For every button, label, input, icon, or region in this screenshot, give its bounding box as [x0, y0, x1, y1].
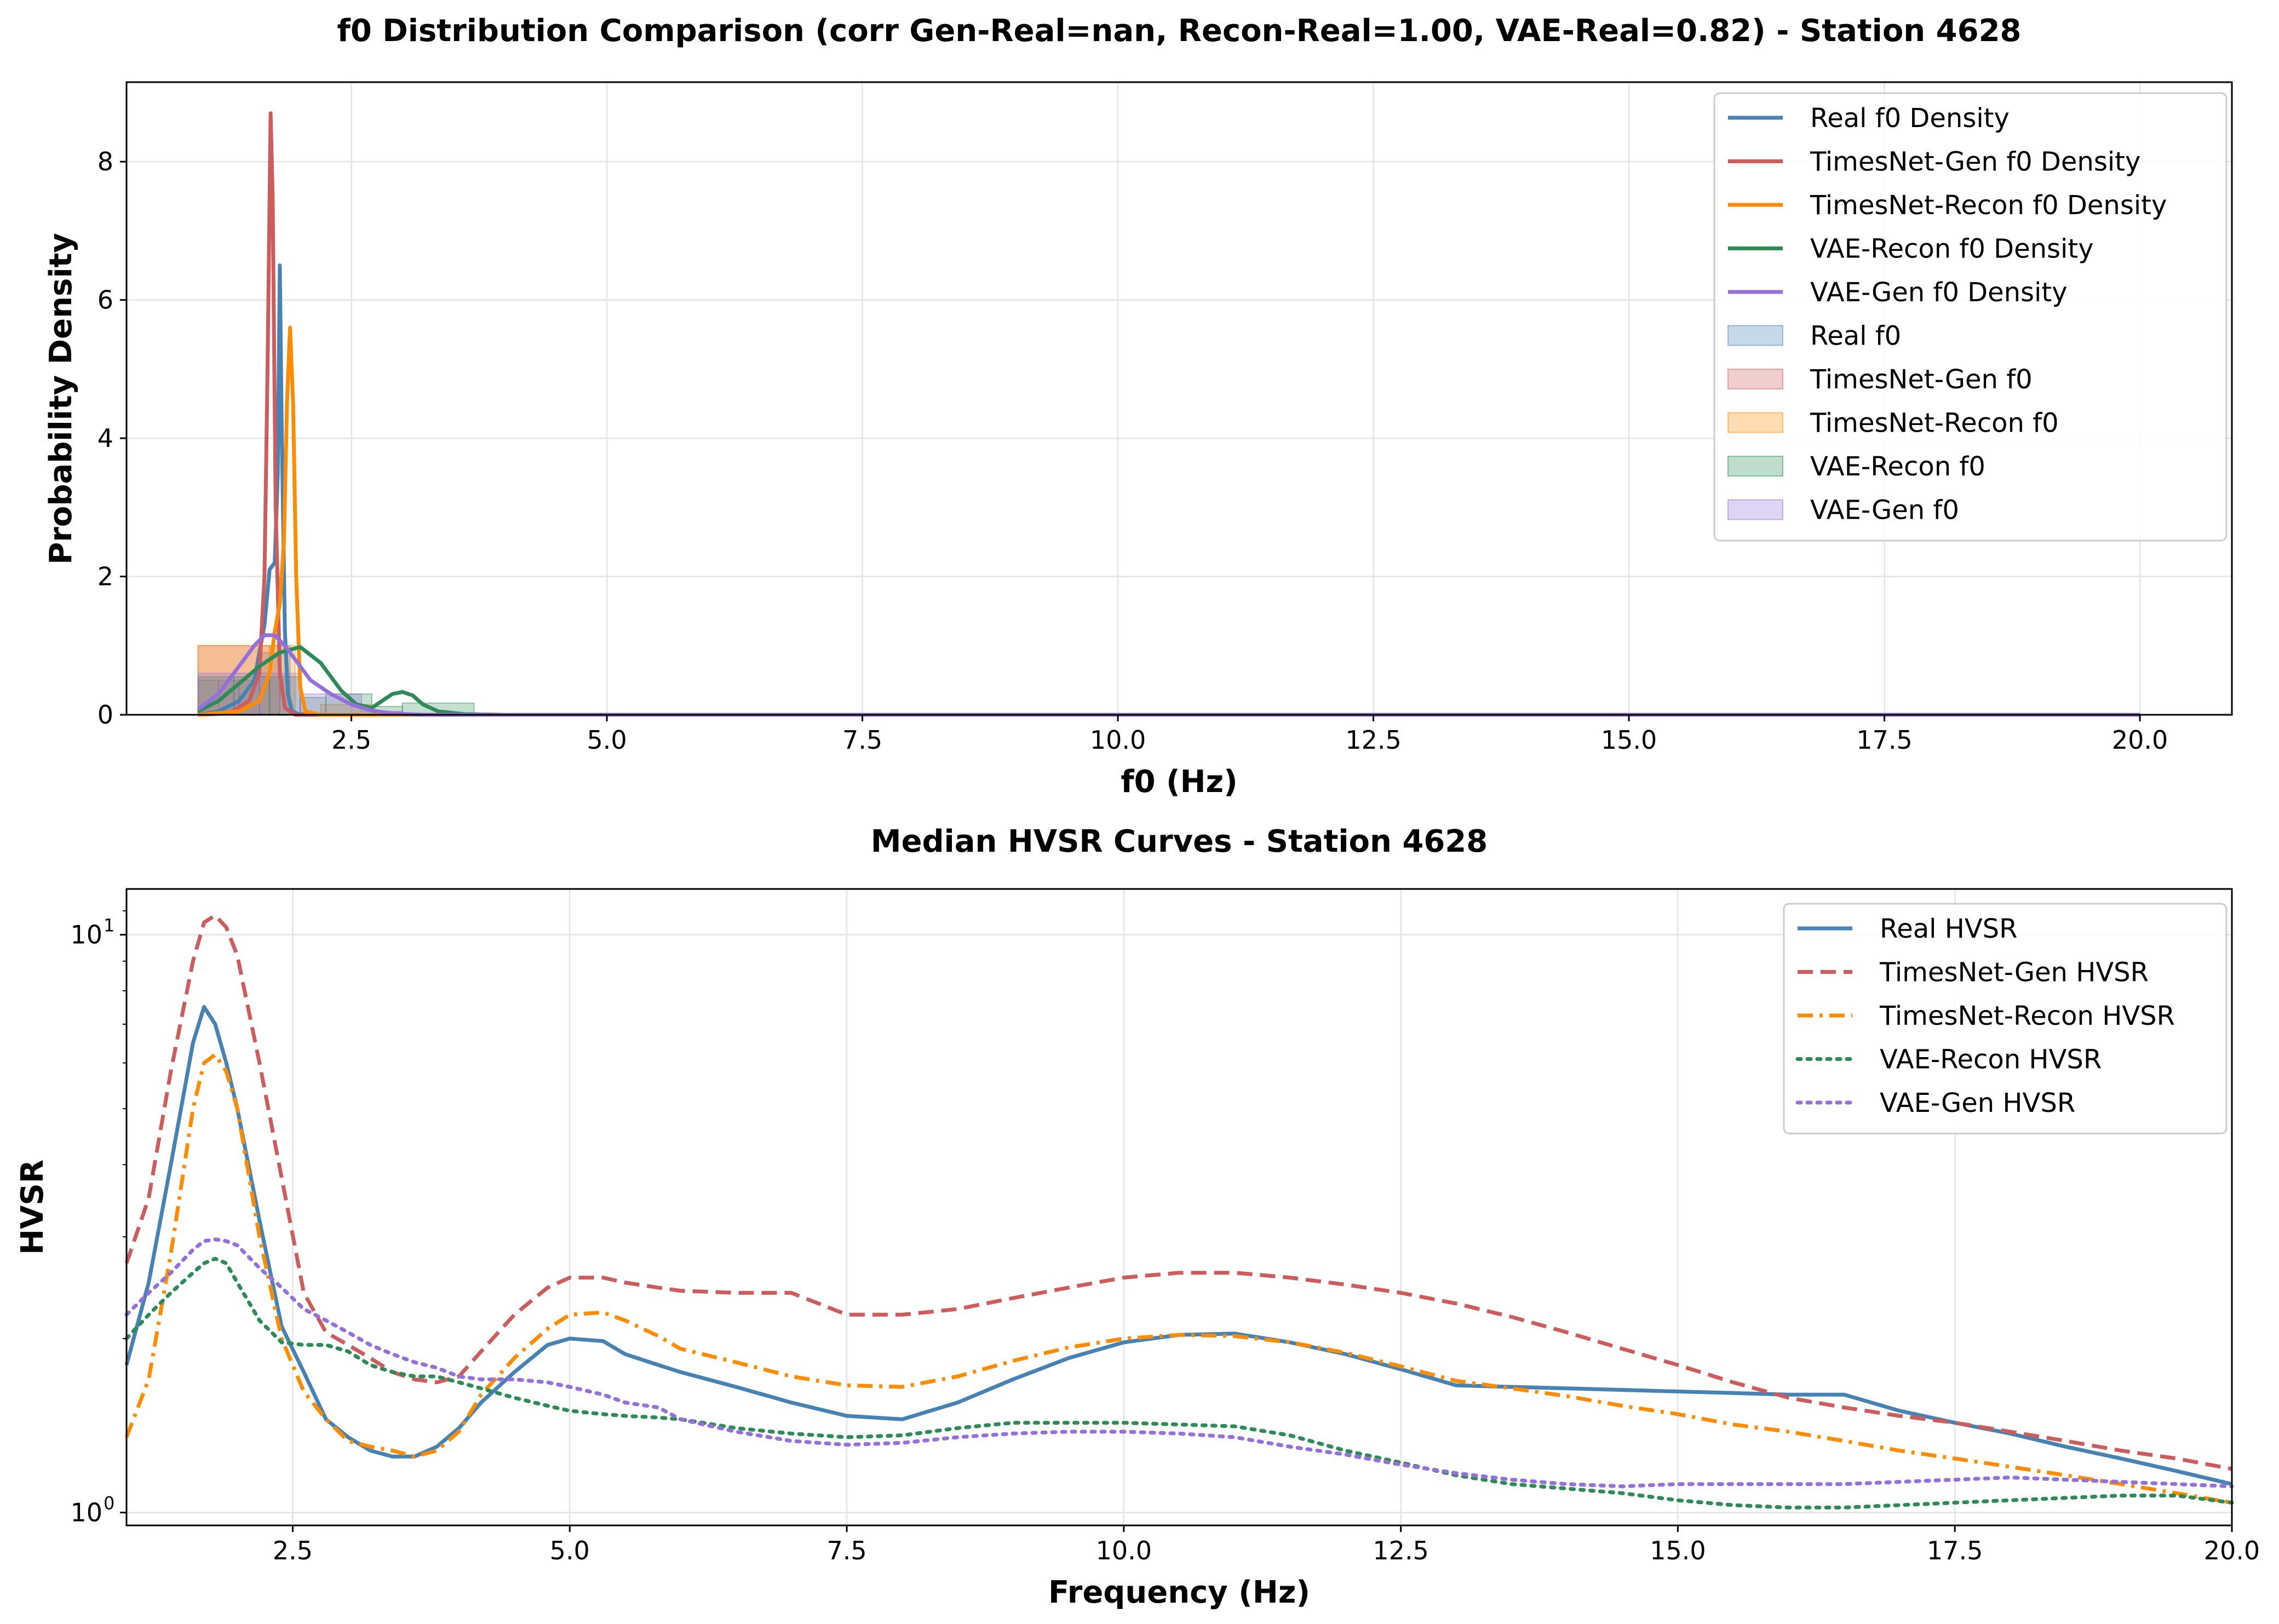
y-tick-label: 8	[97, 147, 113, 176]
density-line	[197, 645, 2140, 717]
x-tick-label: 7.5	[842, 725, 882, 755]
legend-label: VAE-Recon HVSR	[1880, 1045, 2102, 1075]
hvsr-lines	[124, 913, 2234, 1510]
x-axis-label: Frequency (Hz)	[1048, 1575, 1310, 1610]
y-tick-exponent: 1	[104, 915, 114, 936]
x-tick-label: 5.0	[550, 1536, 590, 1565]
x-tick-label: 2.5	[331, 725, 371, 755]
x-tick-label: 20.0	[2112, 725, 2168, 755]
legend: Real HVSR TimesNet-Gen HVSR TimesNet-Recon…	[1783, 903, 2228, 1134]
legend-label: VAE-Gen f0 Density	[1810, 277, 2068, 308]
plot-frame	[125, 81, 2233, 716]
hvsr-panel: Median HVSR Curves - Station 4628 2.5 5.0…	[15, 824, 2260, 1610]
legend-swatch	[1727, 325, 1783, 346]
legend-swatch	[1727, 369, 1783, 389]
y-axis-ticks: 0 2 4 6 8	[97, 147, 127, 730]
hvsr-line	[124, 1053, 2232, 1505]
legend-label: Real HVSR	[1880, 914, 2017, 944]
legend-label: TimesNet-Recon f0	[1810, 408, 2059, 439]
legend-label: Real f0 Density	[1810, 103, 2010, 134]
chart-title: Median HVSR Curves - Station 4628	[871, 824, 1488, 859]
legend-swatch	[1727, 412, 1783, 433]
x-tick-label: 7.5	[826, 1536, 866, 1565]
chart-title: f0 Distribution Comparison (corr Gen-Rea…	[337, 13, 2021, 49]
legend-label: VAE-Recon f0	[1810, 451, 1985, 482]
legend-label: Real f0	[1810, 321, 1901, 352]
y-tick-exponent: 0	[104, 1493, 114, 1513]
legend-label: TimesNet-Gen f0	[1810, 364, 2033, 395]
x-tick-label: 15.0	[1601, 725, 1657, 755]
x-tick-label: 5.0	[587, 725, 627, 755]
y-tick-label: 0	[97, 700, 113, 730]
x-tick-label: 17.5	[1856, 725, 1912, 755]
legend-label: TimesNet-Recon f0 Density	[1810, 190, 2167, 221]
histogram-bars	[197, 645, 475, 716]
x-tick-label: 2.5	[273, 1536, 313, 1565]
legend-swatch	[1727, 456, 1783, 477]
legend-label: VAE-Recon f0 Density	[1810, 234, 2094, 265]
legend: Real f0 Density TimesNet-Gen f0 Density Ti…	[1713, 92, 2228, 542]
density-line	[197, 633, 2140, 717]
hvsr-line	[124, 1256, 2234, 1510]
y-tick-label: 10	[70, 1497, 102, 1527]
y-axis-label: HVSR	[15, 1160, 50, 1255]
hvsr-line	[124, 913, 2232, 1471]
x-tick-label: 20.0	[2204, 1536, 2260, 1565]
x-tick-label: 15.0	[1650, 1536, 1706, 1565]
hvsr-line	[124, 1237, 2234, 1489]
legend-box	[1783, 903, 2228, 1134]
x-tick-label: 17.5	[1927, 1536, 1983, 1565]
hvsr-line	[124, 1005, 2232, 1487]
x-axis-label: f0 (Hz)	[1121, 764, 1237, 800]
y-tick-label: 2	[97, 562, 113, 592]
x-tick-label: 12.5	[1373, 1536, 1428, 1565]
x-axis-ticks: 2.5 5.0 7.5 10.0 12.5 15.0 17.5 20.0	[331, 715, 2168, 755]
legend-box	[1713, 92, 2228, 542]
y-axis-label: Probability Density	[43, 233, 79, 565]
x-tick-label: 10.0	[1096, 1536, 1152, 1565]
legend-label: TimesNet-Gen f0 Density	[1810, 147, 2140, 177]
legend-label: TimesNet-Gen HVSR	[1879, 957, 2149, 988]
x-axis-ticks: 2.5 5.0 7.5 10.0 12.5 15.0 17.5 20.0	[273, 1525, 2260, 1565]
legend-label: VAE-Gen f0	[1810, 495, 1959, 526]
y-tick-label: 10	[70, 920, 102, 950]
plot-frame	[125, 888, 2233, 1527]
f0-distribution-panel: f0 Distribution Comparison (corr Gen-Rea…	[43, 13, 2233, 800]
y-tick-label: 4	[97, 423, 113, 453]
legend-swatch	[1727, 499, 1783, 520]
x-tick-label: 10.0	[1090, 725, 1146, 755]
legend-label: TimesNet-Recon HVSR	[1879, 1001, 2175, 1031]
legend-label: VAE-Gen HVSR	[1880, 1088, 2075, 1118]
y-tick-label: 6	[97, 285, 113, 315]
x-tick-label: 12.5	[1345, 725, 1401, 755]
